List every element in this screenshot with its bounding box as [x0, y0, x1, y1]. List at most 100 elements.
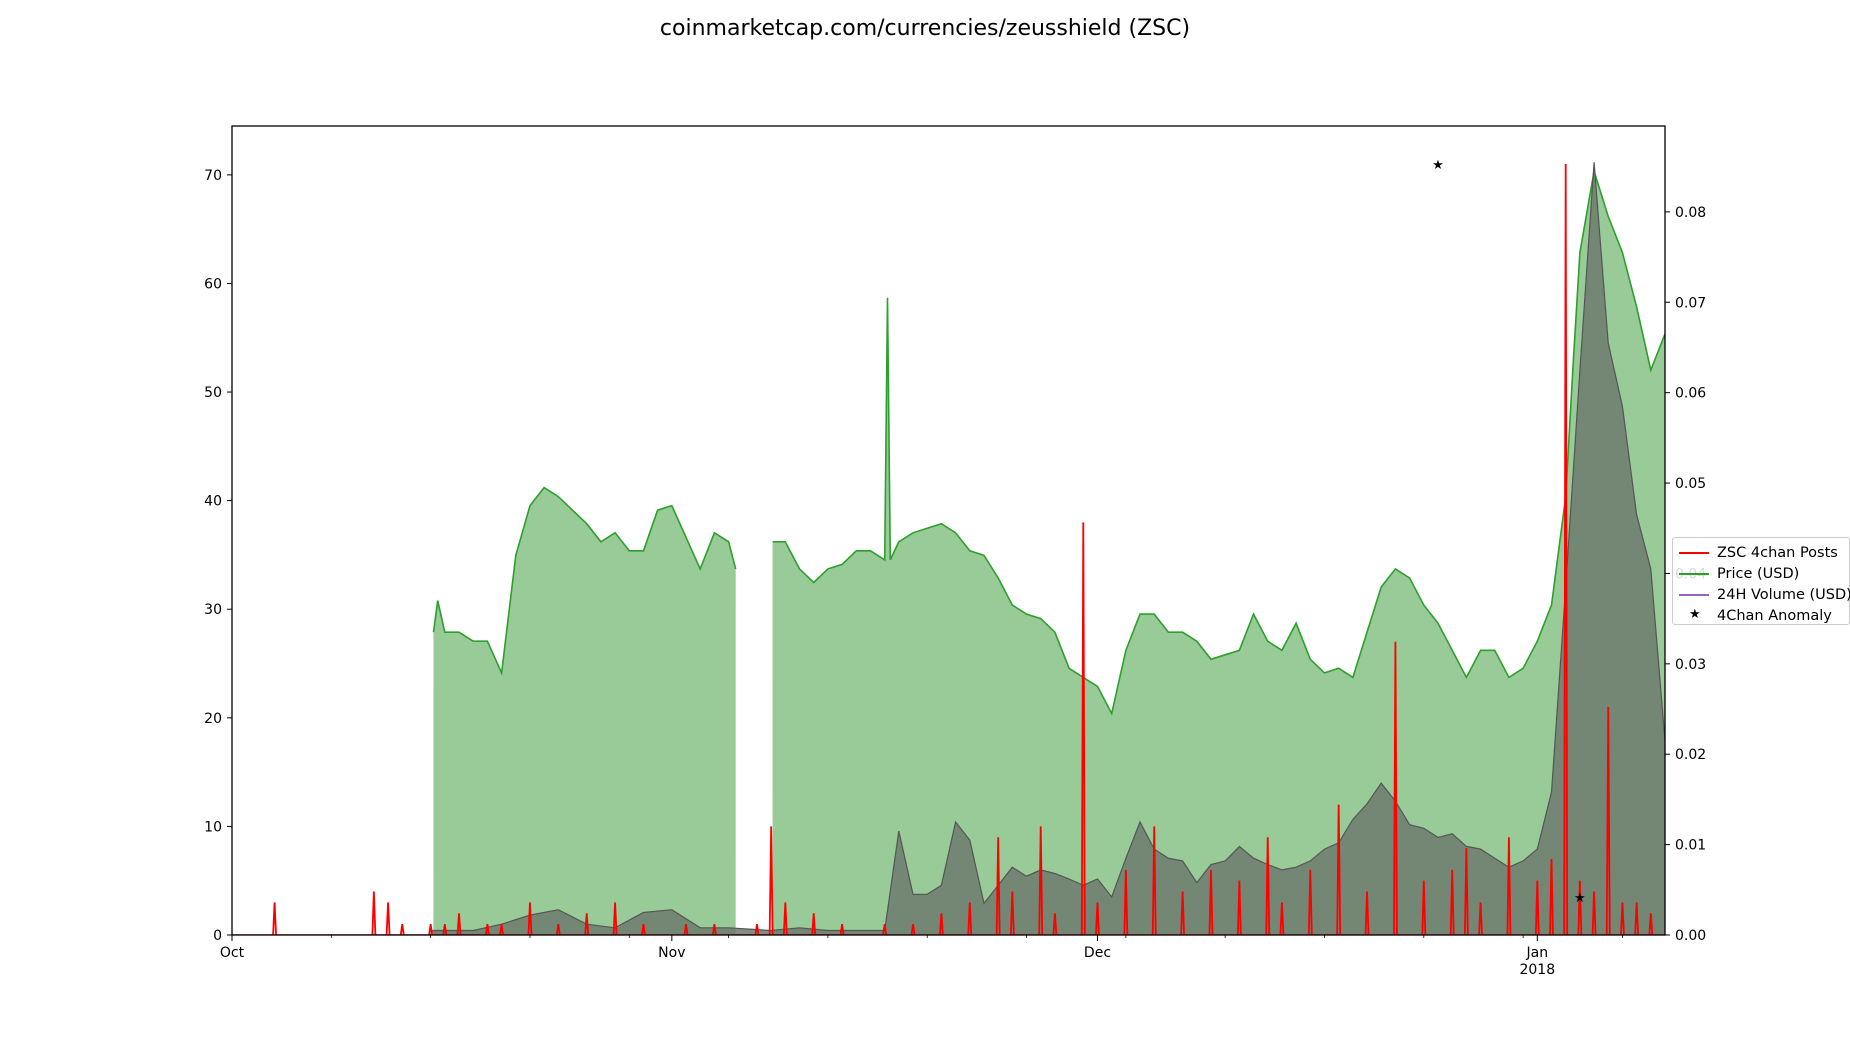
posts-spike-53: [1620, 902, 1625, 935]
posts-spike-42: [1421, 880, 1427, 935]
x-tick-label-Dec: Dec: [1084, 945, 1111, 961]
posts-spike-49: [1563, 164, 1569, 935]
posts-spike-45: [1478, 902, 1483, 935]
posts-spike-37: [1279, 902, 1285, 935]
posts-spike-21: [882, 924, 888, 935]
posts-spike-44: [1463, 848, 1469, 935]
posts-spike-17: [768, 826, 774, 935]
right-tick-label-0.00: 0.00: [1675, 928, 1706, 944]
posts-spike-25: [995, 837, 1001, 935]
posts-spike-3: [399, 924, 405, 935]
legend-entry-anomaly: ★ 4Chan Anomaly: [1679, 605, 1849, 626]
left-tick-label-0: 0: [213, 928, 222, 944]
posts-spike-39: [1336, 804, 1342, 935]
posts-spike-13: [641, 924, 646, 935]
posts-spike-40: [1364, 891, 1370, 935]
legend-swatch-volume: [1679, 589, 1709, 601]
posts-spike-31: [1123, 869, 1129, 935]
posts-spike-9: [527, 902, 533, 935]
posts-spike-14: [683, 924, 689, 935]
posts-spike-22: [910, 924, 916, 935]
price-line-1: [772, 170, 1665, 716]
left-tick-label-10: 10: [204, 819, 222, 835]
left-tick-label-30: 30: [204, 602, 222, 618]
left-tick-label-70: 70: [204, 168, 222, 184]
posts-spike-20: [839, 924, 845, 935]
left-tick-label-50: 50: [204, 385, 222, 401]
x-tick-label-Jan: Jan: [1526, 945, 1549, 961]
posts-spike-10: [555, 924, 561, 935]
posts-spike-23: [939, 913, 944, 935]
legend-swatch-anomaly: ★: [1679, 607, 1709, 622]
right-tick-label-0.03: 0.03: [1675, 657, 1706, 673]
posts-spike-34: [1208, 869, 1214, 935]
posts-spike-7: [484, 924, 490, 935]
price-area-0: [433, 487, 736, 935]
posts-spike-15: [712, 924, 717, 935]
posts-spike-47: [1534, 880, 1540, 935]
left-tick-label-60: 60: [204, 276, 222, 292]
plot-area: ★★: [232, 158, 1665, 935]
posts-spike-30: [1095, 902, 1100, 935]
posts-spike-55: [1648, 913, 1654, 935]
legend-swatch-posts: [1679, 547, 1709, 559]
posts-spike-6: [456, 913, 462, 935]
posts-spike-4: [428, 924, 434, 935]
anomaly-marker-0: ★: [1432, 158, 1444, 173]
posts-spike-50: [1577, 880, 1583, 935]
posts-spike-0: [272, 902, 277, 935]
legend-entry-volume: 24H Volume (USD): [1679, 584, 1850, 605]
right-tick-label-0.08: 0.08: [1675, 205, 1706, 221]
right-tick-label-0.05: 0.05: [1675, 476, 1706, 492]
volume-area-0: [430, 162, 1665, 935]
posts-spike-1: [371, 891, 377, 935]
left-y-axis: 0 10 20 30 40 50 60 70: [204, 168, 232, 944]
legend-label-volume: 24H Volume (USD): [1717, 586, 1850, 603]
posts-spike-35: [1236, 880, 1242, 935]
left-tick-label-20: 20: [204, 711, 222, 727]
legend-label-anomaly: 4Chan Anomaly: [1717, 607, 1832, 624]
posts-spike-11: [584, 913, 590, 935]
posts-spike-19: [811, 913, 817, 935]
star-icon: ★: [1689, 606, 1701, 622]
posts-spike-29: [1080, 522, 1086, 935]
posts-spike-18: [782, 902, 788, 935]
posts-spike-12: [612, 902, 618, 935]
posts-spike-26: [1009, 891, 1015, 935]
posts-spike-41: [1393, 641, 1398, 935]
posts-spike-36: [1265, 837, 1271, 935]
posts-spike-43: [1449, 869, 1455, 935]
volume-line-0: [430, 162, 1665, 932]
chart-title: coinmarketcap.com/currencies/zeusshield …: [659, 16, 1191, 41]
right-tick-label-0.01: 0.01: [1675, 838, 1706, 854]
posts-spike-24: [967, 902, 973, 935]
right-tick-label-0.07: 0.07: [1675, 295, 1706, 311]
right-tick-label-0.02: 0.02: [1675, 747, 1706, 763]
posts-spike-27: [1038, 826, 1044, 935]
legend-label-posts: ZSC 4chan Posts: [1717, 544, 1838, 561]
posts-spike-28: [1052, 913, 1058, 935]
legend-swatch-price: [1679, 568, 1709, 580]
posts-spike-51: [1591, 891, 1597, 935]
left-tick-label-40: 40: [204, 494, 222, 510]
legend-entry-posts: ZSC 4chan Posts: [1679, 542, 1849, 563]
x-tick-label-Oct: Oct: [220, 945, 245, 961]
legend: ZSC 4chan Posts Price (USD) 24H Volume (…: [1672, 537, 1850, 625]
right-tick-label-0.06: 0.06: [1675, 386, 1706, 402]
x-tick-label-Nov: Nov: [658, 945, 685, 961]
posts-spike-52: [1605, 706, 1611, 935]
posts-spike-5: [442, 924, 448, 935]
posts-spike-33: [1180, 891, 1185, 935]
price-area-1: [772, 171, 1665, 935]
legend-entry-price: Price (USD): [1679, 563, 1849, 584]
price-line-0: [432, 486, 737, 676]
posts-spike-38: [1307, 869, 1313, 935]
posts-spike-32: [1151, 826, 1157, 935]
posts-spike-46: [1506, 837, 1512, 935]
posts-spike-2: [385, 902, 391, 935]
legend-label-price: Price (USD): [1717, 565, 1800, 582]
anomaly-marker-1: ★: [1574, 891, 1586, 906]
posts-spike-16: [754, 924, 760, 935]
